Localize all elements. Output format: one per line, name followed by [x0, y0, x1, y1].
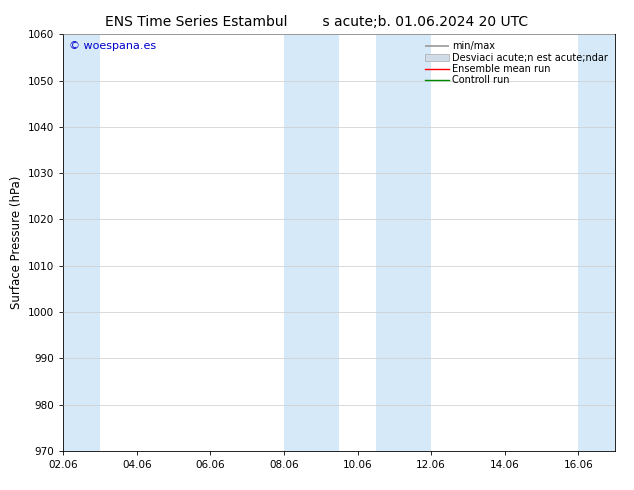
Bar [578, 34, 615, 451]
Bar [376, 34, 431, 451]
Text: © woespana.es: © woespana.es [69, 41, 156, 50]
Text: ENS Time Series Estambul        s acute;b. 01.06.2024 20 UTC: ENS Time Series Estambul s acute;b. 01.0… [105, 15, 529, 29]
Y-axis label: Surface Pressure (hPa): Surface Pressure (hPa) [10, 176, 23, 309]
Bar [284, 34, 339, 451]
Legend: min/max, Desviaci acute;n est acute;ndar, Ensemble mean run, Controll run: min/max, Desviaci acute;n est acute;ndar… [423, 39, 610, 87]
Bar [63, 34, 100, 451]
